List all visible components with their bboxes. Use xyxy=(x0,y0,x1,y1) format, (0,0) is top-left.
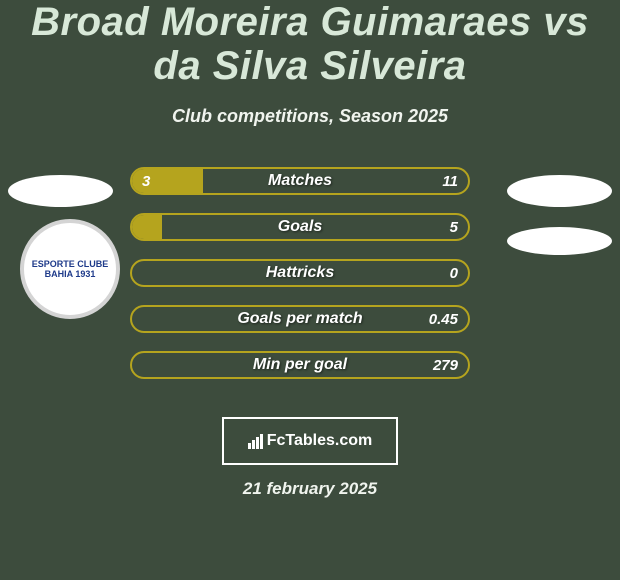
chart-area: ESPORTE CLUBE BAHIA 1931 3Matches11 Goals… xyxy=(0,167,620,407)
page-title: Broad Moreira Guimaraes vs da Silva Silv… xyxy=(0,0,620,88)
stat-bar-goals: Goals5 xyxy=(130,213,470,241)
player-left-badge-top xyxy=(8,175,113,207)
stat-value-right: 5 xyxy=(450,215,458,239)
footer-logo: FcTables.com xyxy=(222,417,398,465)
club-badge-text: ESPORTE CLUBE BAHIA 1931 xyxy=(24,259,116,279)
stat-label: Goals xyxy=(132,215,468,239)
stat-label: Min per goal xyxy=(132,353,468,377)
comparison-infographic: Broad Moreira Guimaraes vs da Silva Silv… xyxy=(0,0,620,580)
bar-chart-icon xyxy=(248,434,263,449)
stat-value-right: 279 xyxy=(433,353,458,377)
player-right-badge-mid xyxy=(507,227,612,255)
stat-value-right: 0.45 xyxy=(429,307,458,331)
stat-bar-goals-per-match: Goals per match0.45 xyxy=(130,305,470,333)
footer-date: 21 february 2025 xyxy=(0,479,620,499)
stat-bar-hattricks: Hattricks0 xyxy=(130,259,470,287)
stat-bar-matches: 3Matches11 xyxy=(130,167,470,195)
stat-value-right: 11 xyxy=(442,169,458,193)
stat-bars: 3Matches11 Goals5 Hattricks0 Goals per matc… xyxy=(130,167,470,397)
player-right-badge-top xyxy=(507,175,612,207)
subtitle: Club competitions, Season 2025 xyxy=(0,106,620,127)
stat-bar-min-per-goal: Min per goal279 xyxy=(130,351,470,379)
stat-label: Goals per match xyxy=(132,307,468,331)
footer-logo-text: FcTables.com xyxy=(267,432,373,450)
stat-label: Hattricks xyxy=(132,261,468,285)
stat-value-right: 0 xyxy=(450,261,458,285)
stat-label: Matches xyxy=(132,169,468,193)
club-badge-left: ESPORTE CLUBE BAHIA 1931 xyxy=(20,219,120,319)
